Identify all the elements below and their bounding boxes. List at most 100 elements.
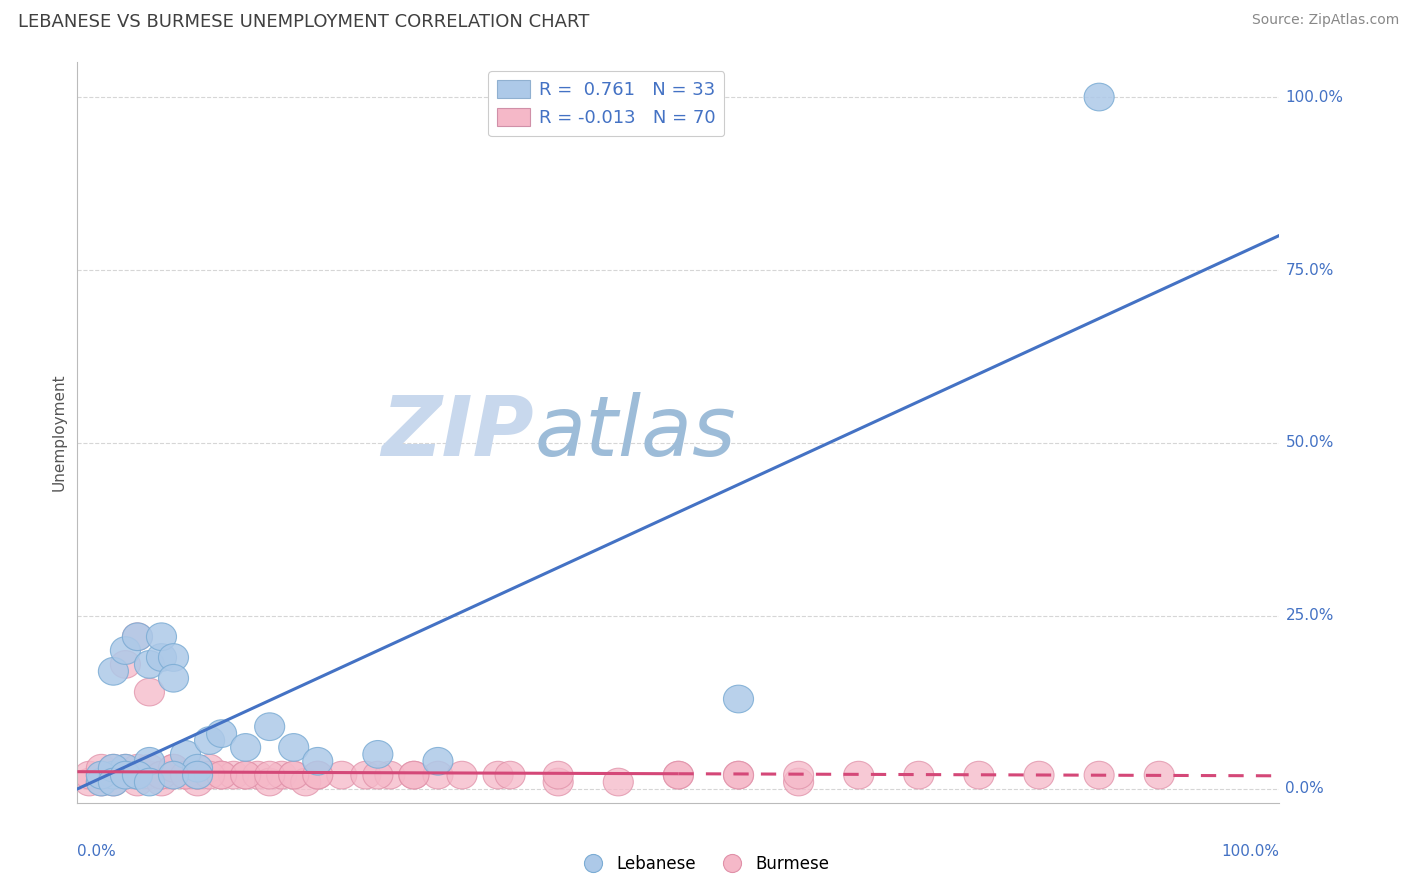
Ellipse shape bbox=[326, 761, 357, 789]
Ellipse shape bbox=[783, 761, 814, 789]
Ellipse shape bbox=[231, 761, 260, 789]
Ellipse shape bbox=[495, 761, 524, 789]
Ellipse shape bbox=[254, 713, 284, 740]
Ellipse shape bbox=[183, 768, 212, 796]
Ellipse shape bbox=[98, 768, 128, 796]
Ellipse shape bbox=[86, 755, 117, 782]
Ellipse shape bbox=[159, 761, 188, 789]
Ellipse shape bbox=[98, 761, 128, 789]
Ellipse shape bbox=[159, 761, 188, 789]
Ellipse shape bbox=[111, 637, 141, 665]
Text: 50.0%: 50.0% bbox=[1285, 435, 1334, 450]
Ellipse shape bbox=[122, 761, 152, 789]
Ellipse shape bbox=[146, 623, 177, 650]
Ellipse shape bbox=[194, 761, 225, 789]
Ellipse shape bbox=[135, 678, 165, 706]
Ellipse shape bbox=[135, 761, 165, 789]
Ellipse shape bbox=[1084, 761, 1114, 789]
Ellipse shape bbox=[170, 761, 201, 789]
Ellipse shape bbox=[254, 768, 284, 796]
Ellipse shape bbox=[352, 761, 381, 789]
Ellipse shape bbox=[111, 755, 141, 782]
Ellipse shape bbox=[135, 747, 165, 775]
Ellipse shape bbox=[122, 761, 152, 789]
Ellipse shape bbox=[423, 761, 453, 789]
Ellipse shape bbox=[98, 755, 128, 782]
Ellipse shape bbox=[122, 761, 152, 789]
Ellipse shape bbox=[159, 755, 188, 782]
Ellipse shape bbox=[484, 761, 513, 789]
Ellipse shape bbox=[111, 650, 141, 678]
Ellipse shape bbox=[146, 761, 177, 789]
Ellipse shape bbox=[207, 720, 236, 747]
Ellipse shape bbox=[98, 768, 128, 796]
Ellipse shape bbox=[98, 761, 128, 789]
Ellipse shape bbox=[278, 761, 309, 789]
Ellipse shape bbox=[783, 768, 814, 796]
Ellipse shape bbox=[170, 761, 201, 789]
Ellipse shape bbox=[218, 761, 249, 789]
Ellipse shape bbox=[98, 755, 128, 782]
Text: atlas: atlas bbox=[534, 392, 735, 473]
Ellipse shape bbox=[146, 644, 177, 672]
Ellipse shape bbox=[1144, 761, 1174, 789]
Text: 25.0%: 25.0% bbox=[1285, 608, 1334, 624]
Ellipse shape bbox=[122, 623, 152, 650]
Ellipse shape bbox=[904, 761, 934, 789]
Legend: R =  0.761   N = 33, R = -0.013   N = 70: R = 0.761 N = 33, R = -0.013 N = 70 bbox=[488, 71, 724, 136]
Ellipse shape bbox=[375, 761, 405, 789]
Text: 100.0%: 100.0% bbox=[1285, 89, 1344, 104]
Ellipse shape bbox=[278, 761, 309, 789]
Text: 0.0%: 0.0% bbox=[1285, 781, 1324, 797]
Ellipse shape bbox=[170, 740, 201, 768]
Ellipse shape bbox=[243, 761, 273, 789]
Ellipse shape bbox=[135, 755, 165, 782]
Text: LEBANESE VS BURMESE UNEMPLOYMENT CORRELATION CHART: LEBANESE VS BURMESE UNEMPLOYMENT CORRELA… bbox=[18, 13, 589, 31]
Ellipse shape bbox=[664, 761, 693, 789]
Ellipse shape bbox=[194, 727, 225, 755]
Ellipse shape bbox=[724, 761, 754, 789]
Ellipse shape bbox=[183, 761, 212, 789]
Ellipse shape bbox=[231, 761, 260, 789]
Ellipse shape bbox=[291, 768, 321, 796]
Ellipse shape bbox=[664, 761, 693, 789]
Ellipse shape bbox=[86, 761, 117, 789]
Ellipse shape bbox=[302, 761, 333, 789]
Ellipse shape bbox=[399, 761, 429, 789]
Ellipse shape bbox=[86, 768, 117, 796]
Ellipse shape bbox=[122, 755, 152, 782]
Y-axis label: Unemployment: Unemployment bbox=[51, 374, 66, 491]
Ellipse shape bbox=[75, 761, 104, 789]
Ellipse shape bbox=[543, 761, 574, 789]
Ellipse shape bbox=[724, 685, 754, 713]
Ellipse shape bbox=[447, 761, 477, 789]
Ellipse shape bbox=[146, 761, 177, 789]
Legend: Lebanese, Burmese: Lebanese, Burmese bbox=[569, 848, 837, 880]
Ellipse shape bbox=[111, 761, 141, 789]
Ellipse shape bbox=[183, 761, 212, 789]
Ellipse shape bbox=[159, 665, 188, 692]
Ellipse shape bbox=[278, 733, 309, 761]
Ellipse shape bbox=[1024, 761, 1054, 789]
Ellipse shape bbox=[183, 761, 212, 789]
Ellipse shape bbox=[302, 747, 333, 775]
Ellipse shape bbox=[194, 755, 225, 782]
Text: 75.0%: 75.0% bbox=[1285, 262, 1334, 277]
Ellipse shape bbox=[111, 761, 141, 789]
Ellipse shape bbox=[399, 761, 429, 789]
Text: 0.0%: 0.0% bbox=[77, 844, 117, 858]
Ellipse shape bbox=[363, 740, 392, 768]
Ellipse shape bbox=[122, 623, 152, 650]
Ellipse shape bbox=[75, 768, 104, 796]
Ellipse shape bbox=[86, 768, 117, 796]
Ellipse shape bbox=[98, 657, 128, 685]
Ellipse shape bbox=[86, 761, 117, 789]
Text: Source: ZipAtlas.com: Source: ZipAtlas.com bbox=[1251, 13, 1399, 28]
Ellipse shape bbox=[159, 644, 188, 672]
Ellipse shape bbox=[231, 733, 260, 761]
Ellipse shape bbox=[254, 761, 284, 789]
Ellipse shape bbox=[122, 768, 152, 796]
Ellipse shape bbox=[183, 755, 212, 782]
Text: 100.0%: 100.0% bbox=[1222, 844, 1279, 858]
Ellipse shape bbox=[543, 768, 574, 796]
